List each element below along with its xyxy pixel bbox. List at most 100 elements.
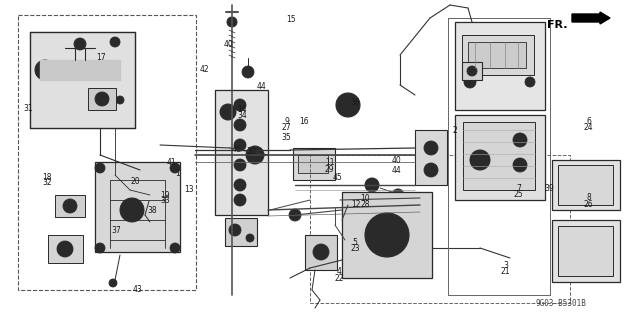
- Text: 41: 41: [166, 158, 177, 167]
- Circle shape: [513, 133, 527, 147]
- Bar: [95, 162, 180, 252]
- Text: 36: 36: [350, 98, 360, 107]
- Text: 37: 37: [111, 226, 122, 235]
- Circle shape: [118, 98, 122, 102]
- Bar: [558, 165, 613, 205]
- Circle shape: [229, 224, 241, 236]
- Circle shape: [365, 178, 379, 192]
- Bar: [298, 155, 328, 173]
- Circle shape: [61, 245, 69, 253]
- Polygon shape: [30, 32, 135, 128]
- Text: 44: 44: [392, 166, 402, 175]
- Circle shape: [95, 163, 105, 173]
- Circle shape: [234, 99, 246, 111]
- Text: 20: 20: [131, 177, 141, 186]
- Text: 11: 11: [325, 158, 334, 167]
- Circle shape: [475, 155, 485, 165]
- Text: 29: 29: [324, 165, 335, 174]
- Bar: [462, 62, 482, 80]
- Circle shape: [227, 17, 237, 27]
- Circle shape: [242, 66, 254, 78]
- Circle shape: [74, 38, 86, 50]
- Circle shape: [375, 223, 399, 247]
- Bar: [463, 122, 535, 190]
- Text: 6: 6: [586, 117, 591, 126]
- Text: 38: 38: [147, 206, 157, 215]
- Circle shape: [126, 204, 138, 216]
- Text: 44: 44: [256, 82, 266, 91]
- Text: 25: 25: [513, 190, 524, 199]
- Text: 10: 10: [360, 194, 370, 203]
- Polygon shape: [40, 60, 120, 80]
- Circle shape: [116, 96, 124, 104]
- Circle shape: [246, 234, 254, 242]
- Polygon shape: [455, 115, 545, 200]
- Bar: [48, 235, 83, 263]
- Text: 4: 4: [337, 267, 342, 276]
- Bar: [55, 195, 85, 217]
- Bar: [310, 155, 570, 303]
- Bar: [455, 115, 545, 200]
- Circle shape: [234, 119, 246, 131]
- Circle shape: [40, 65, 50, 75]
- Circle shape: [95, 243, 105, 253]
- Bar: [305, 235, 337, 270]
- Text: 28: 28: [360, 200, 369, 209]
- Bar: [18, 15, 196, 290]
- Text: 14: 14: [237, 105, 247, 114]
- Circle shape: [369, 182, 376, 189]
- Bar: [462, 35, 534, 75]
- Text: 16: 16: [299, 117, 309, 126]
- Text: 30: 30: [246, 147, 257, 156]
- Circle shape: [35, 60, 55, 80]
- Text: 12: 12: [351, 200, 360, 209]
- Circle shape: [234, 139, 246, 151]
- Circle shape: [109, 279, 117, 287]
- Bar: [468, 42, 526, 68]
- Text: 19: 19: [160, 191, 170, 200]
- Text: 15: 15: [286, 15, 296, 24]
- Text: 17: 17: [96, 53, 106, 62]
- Text: 42: 42: [200, 65, 210, 74]
- Circle shape: [392, 189, 404, 201]
- Text: 40: 40: [223, 40, 234, 49]
- Circle shape: [99, 96, 105, 102]
- Bar: [455, 22, 545, 110]
- Text: 13: 13: [184, 185, 195, 194]
- Text: 22: 22: [335, 274, 344, 283]
- Text: 2: 2: [452, 126, 457, 135]
- Text: 5: 5: [353, 238, 358, 247]
- Text: 39: 39: [544, 184, 554, 193]
- Bar: [552, 160, 620, 210]
- Text: 26: 26: [584, 200, 594, 209]
- Polygon shape: [342, 192, 432, 278]
- Circle shape: [365, 213, 409, 257]
- Circle shape: [289, 209, 301, 221]
- Text: 23: 23: [350, 244, 360, 253]
- Text: 18: 18: [42, 173, 51, 182]
- Text: 9: 9: [284, 117, 289, 126]
- Polygon shape: [215, 90, 268, 215]
- Bar: [342, 192, 432, 278]
- Text: 32: 32: [42, 178, 52, 187]
- Circle shape: [424, 163, 438, 177]
- Bar: [225, 218, 257, 246]
- Circle shape: [170, 243, 180, 253]
- Bar: [415, 130, 447, 185]
- Bar: [552, 220, 620, 282]
- Circle shape: [250, 151, 259, 160]
- Circle shape: [57, 241, 73, 257]
- Text: FR.: FR.: [547, 20, 567, 30]
- Circle shape: [113, 40, 118, 44]
- Text: 8: 8: [586, 193, 591, 202]
- Circle shape: [525, 77, 535, 87]
- Bar: [215, 90, 268, 215]
- Circle shape: [342, 99, 354, 111]
- Circle shape: [424, 141, 438, 155]
- Text: 40: 40: [392, 156, 402, 165]
- Text: 1: 1: [175, 169, 180, 178]
- Circle shape: [246, 146, 264, 164]
- Bar: [293, 148, 335, 180]
- Circle shape: [234, 159, 246, 171]
- Circle shape: [467, 66, 477, 76]
